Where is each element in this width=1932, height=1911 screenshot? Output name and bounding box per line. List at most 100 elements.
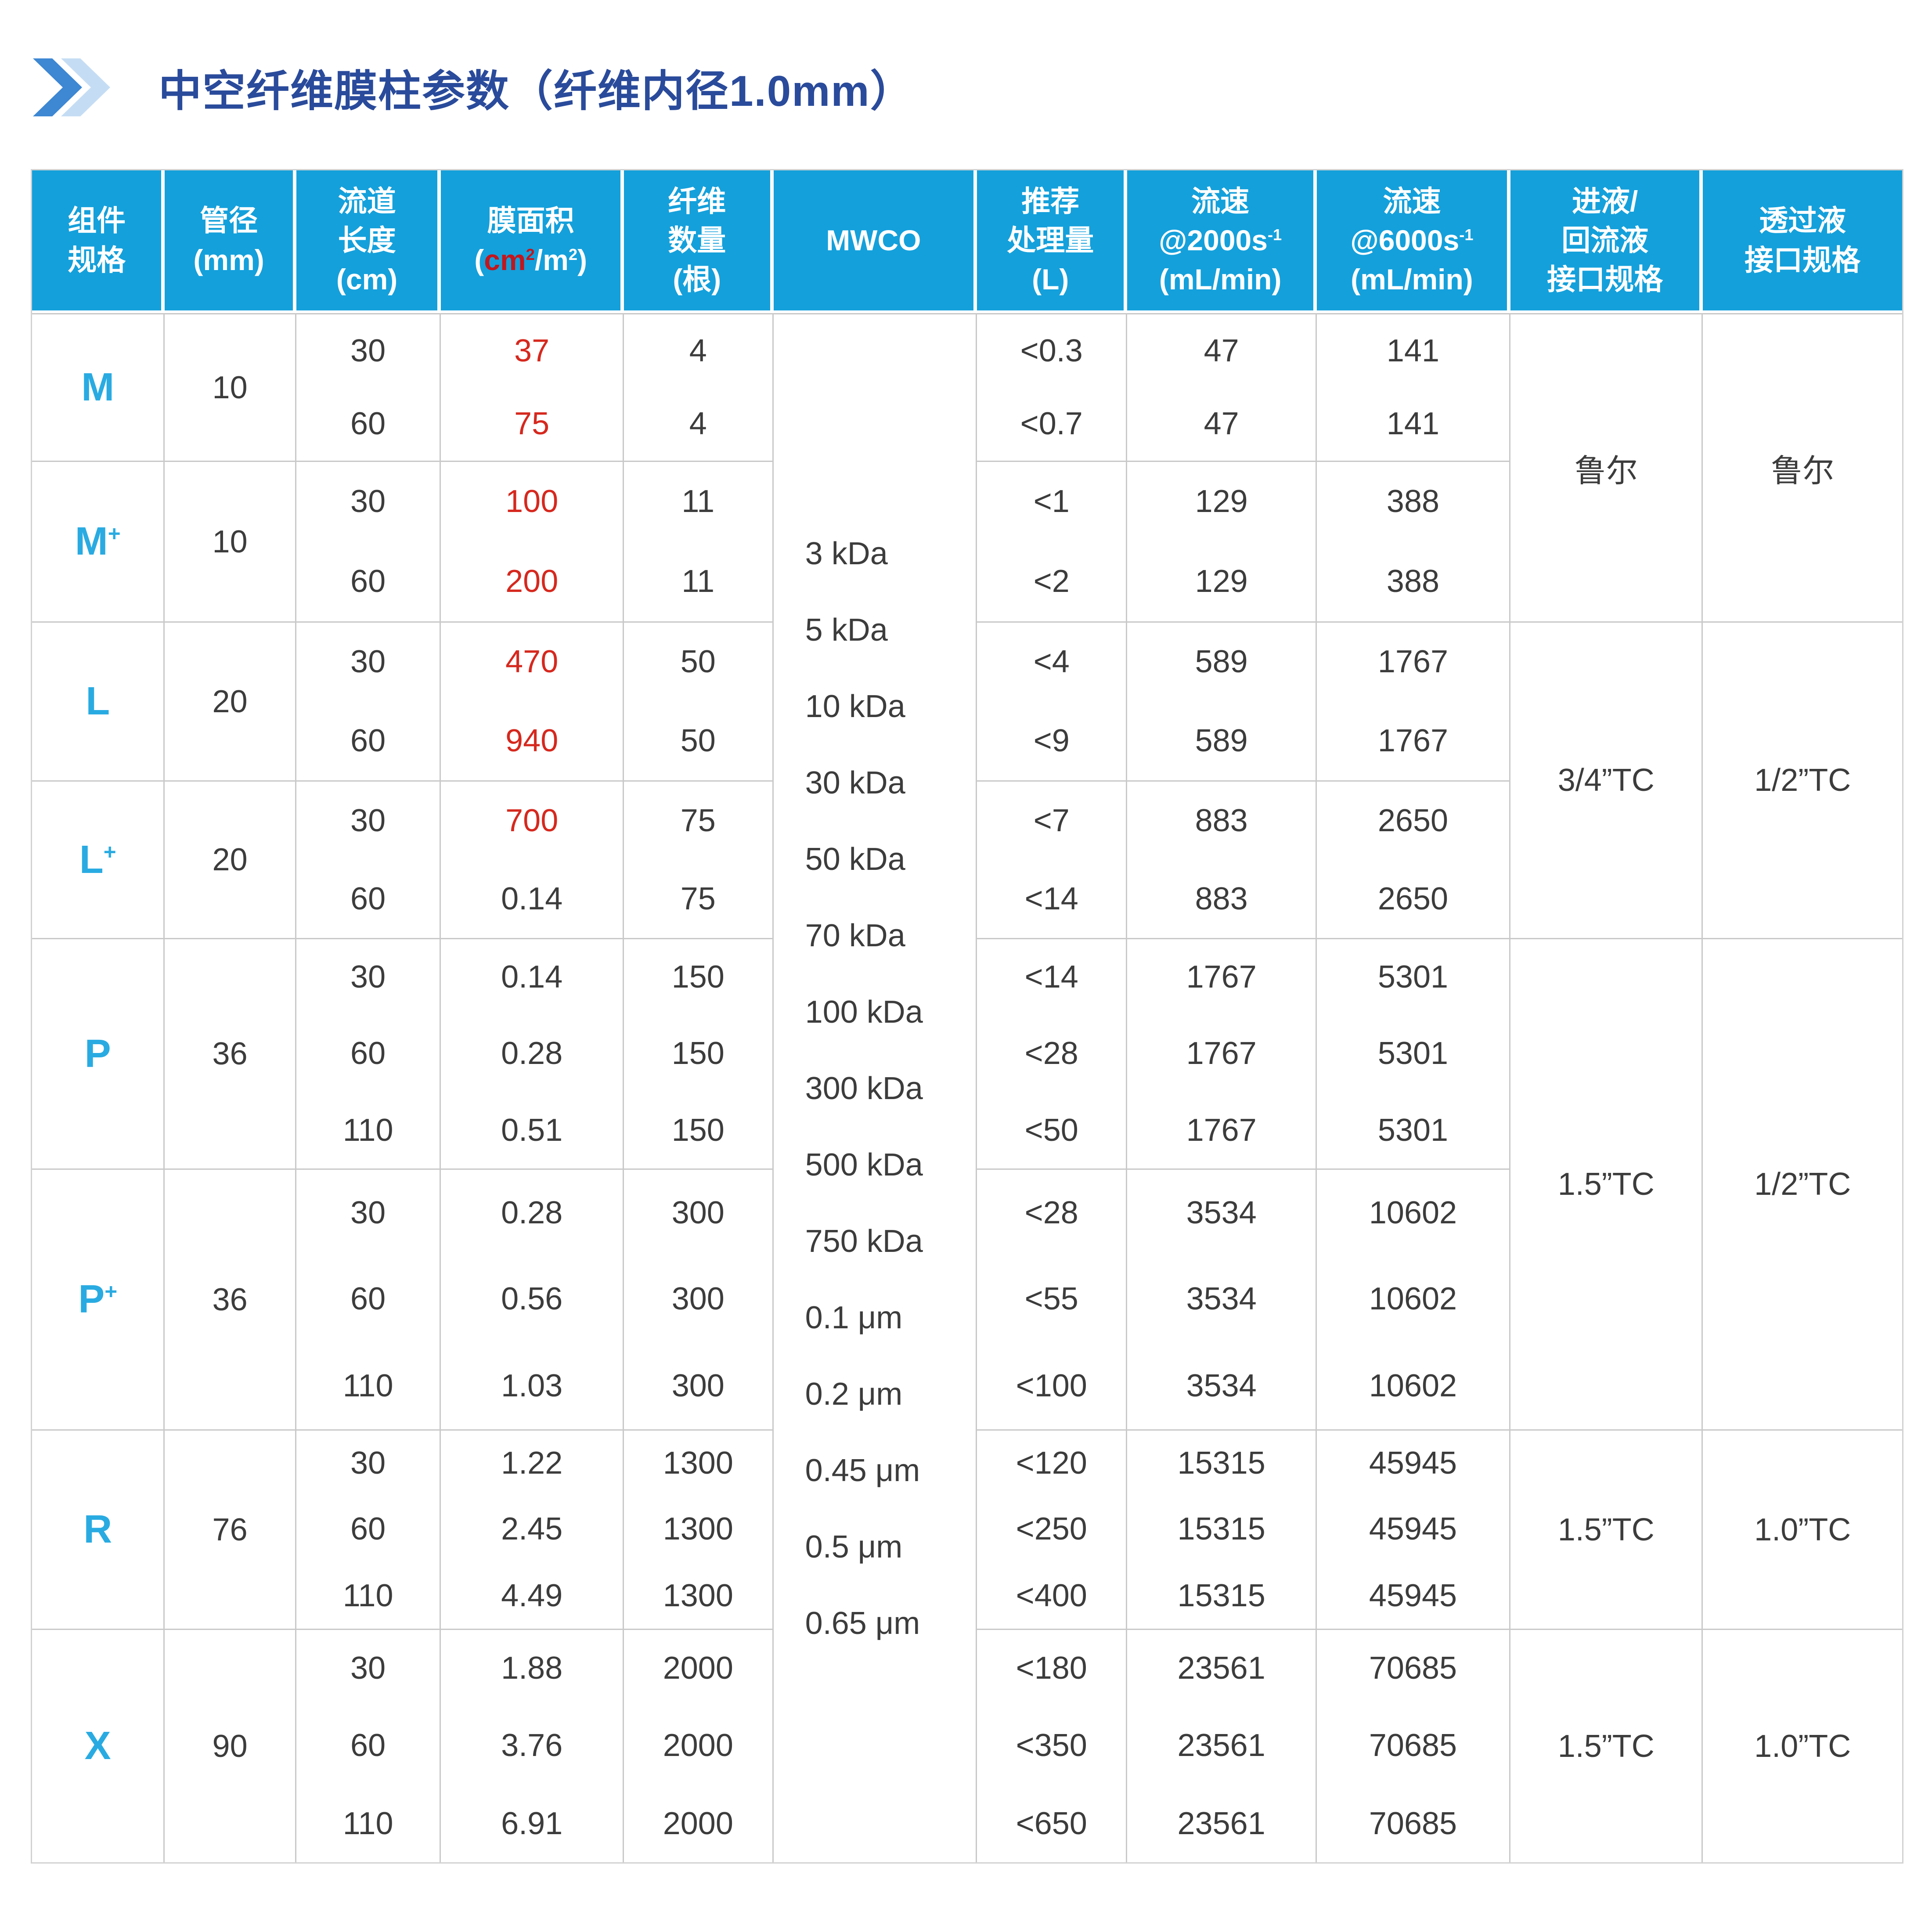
cell-channel-length: 30 — [296, 621, 441, 701]
cell-flow-6000: 388 — [1316, 541, 1511, 621]
cell-flow-6000: 2650 — [1316, 780, 1511, 859]
cell-recommended-volume: <14 — [977, 938, 1128, 1015]
cell-channel-length: 30 — [296, 1629, 441, 1706]
cell-fiber-count: 4 — [624, 313, 774, 387]
header-tube-diameter: 管径 (mm) — [165, 170, 296, 313]
cell-recommended-volume: <4 — [977, 621, 1128, 701]
cell-flow-2000: 15315 — [1127, 1496, 1317, 1562]
header-flow-6000: 流速 @6000s-1 (mL/min) — [1316, 170, 1511, 313]
mwco-value: 0.65 μm — [805, 1605, 920, 1641]
table-body: M 10 30 37 4 3 kDa 5 kDa 10 kDa 30 kDa 50 kDa 70 k… — [32, 313, 1902, 1862]
cell-membrane-area: 1.03 — [441, 1342, 624, 1429]
cell-channel-length: 60 — [296, 1496, 441, 1562]
cell-permeate-connector: 1.0”TC — [1703, 1629, 1902, 1862]
title-row: 中空纤维膜柱参数（纤维内径1.0mm） — [33, 56, 914, 119]
cell-flow-6000: 5301 — [1316, 1015, 1511, 1092]
cell-flow-6000: 70685 — [1316, 1785, 1511, 1862]
cell-membrane-area: 700 — [441, 780, 624, 859]
cell-channel-length: 30 — [296, 313, 441, 387]
cell-fiber-count: 1300 — [624, 1562, 774, 1629]
cell-membrane-area: 6.91 — [441, 1785, 624, 1862]
header-permeate-connector: 透过液 接口规格 — [1703, 170, 1902, 313]
cell-fiber-count: 300 — [624, 1255, 774, 1342]
cell-module-label: M — [32, 313, 165, 461]
cell-module-label: P — [32, 938, 165, 1168]
cell-channel-length: 30 — [296, 1429, 441, 1496]
cell-flow-2000: 1767 — [1127, 1092, 1317, 1168]
cell-fiber-count: 2000 — [624, 1785, 774, 1862]
mwco-value: 0.45 μm — [805, 1453, 920, 1488]
cell-recommended-volume: <28 — [977, 1168, 1128, 1255]
cell-recommended-volume: <28 — [977, 1015, 1128, 1092]
table-header: 组件 规格 管径 (mm) 流道 长度 (cm) 膜面积 (cm2/m2) 纤维 数量 (根) MWCO… — [32, 170, 1902, 313]
cell-flow-6000: 1767 — [1316, 701, 1511, 780]
cell-channel-length: 30 — [296, 938, 441, 1015]
cell-flow-6000: 10602 — [1316, 1255, 1511, 1342]
cell-diameter: 36 — [165, 1168, 296, 1429]
cell-recommended-volume: <0.7 — [977, 387, 1128, 461]
cell-recommended-volume: <0.3 — [977, 313, 1128, 387]
cell-permeate-connector: 1.0”TC — [1703, 1429, 1902, 1629]
spec-table-wrap: 组件 规格 管径 (mm) 流道 长度 (cm) 膜面积 (cm2/m2) 纤维 数量 (根) MWCO… — [31, 169, 1903, 1864]
header-recommended-volume: 推荐 处理量 (L) — [977, 170, 1128, 313]
cell-flow-2000: 883 — [1127, 859, 1317, 938]
mwco-value: 30 kDa — [805, 765, 905, 800]
cell-permeate-connector: 鲁尔 — [1703, 313, 1902, 621]
mwco-value: 50 kDa — [805, 841, 905, 877]
cell-recommended-volume: <7 — [977, 780, 1128, 859]
cell-channel-length: 60 — [296, 387, 441, 461]
cell-flow-6000: 45945 — [1316, 1429, 1511, 1496]
cell-diameter: 10 — [165, 313, 296, 461]
cell-diameter: 76 — [165, 1429, 296, 1629]
cell-recommended-volume: <650 — [977, 1785, 1128, 1862]
cell-flow-6000: 10602 — [1316, 1168, 1511, 1255]
cell-flow-6000: 70685 — [1316, 1706, 1511, 1785]
cell-fiber-count: 300 — [624, 1342, 774, 1429]
header-feed-connector: 进液/回流液 接口规格 — [1510, 170, 1703, 313]
cell-flow-6000: 141 — [1316, 313, 1511, 387]
cell-membrane-area: 0.14 — [441, 859, 624, 938]
cell-fiber-count: 4 — [624, 387, 774, 461]
header-module-spec: 组件 规格 — [32, 170, 165, 313]
cell-module-label: X — [32, 1629, 165, 1862]
cell-module-label: L — [32, 621, 165, 780]
cell-fiber-count: 50 — [624, 701, 774, 780]
cell-membrane-area: 0.14 — [441, 938, 624, 1015]
spec-table: 组件 规格 管径 (mm) 流道 长度 (cm) 膜面积 (cm2/m2) 纤维 数量 (根) MWCO… — [32, 170, 1902, 1862]
cell-channel-length: 60 — [296, 541, 441, 621]
cell-channel-length: 110 — [296, 1785, 441, 1862]
cell-fiber-count: 2000 — [624, 1706, 774, 1785]
mwco-value: 300 kDa — [805, 1071, 923, 1106]
cell-flow-2000: 23561 — [1127, 1629, 1317, 1706]
cell-feed-connector: 鲁尔 — [1510, 313, 1703, 621]
cell-flow-2000: 129 — [1127, 541, 1317, 621]
cell-channel-length: 60 — [296, 701, 441, 780]
cell-membrane-area: 470 — [441, 621, 624, 701]
cell-membrane-area: 4.49 — [441, 1562, 624, 1629]
cell-flow-2000: 129 — [1127, 461, 1317, 541]
cell-fiber-count: 150 — [624, 938, 774, 1015]
cell-flow-2000: 23561 — [1127, 1785, 1317, 1862]
cell-module-label: P+ — [32, 1168, 165, 1429]
cell-membrane-area: 0.51 — [441, 1092, 624, 1168]
cell-membrane-area: 0.28 — [441, 1168, 624, 1255]
cell-recommended-volume: <400 — [977, 1562, 1128, 1629]
cell-flow-2000: 1767 — [1127, 938, 1317, 1015]
cell-module-label: M+ — [32, 461, 165, 621]
mwco-value: 100 kDa — [805, 994, 923, 1030]
cell-fiber-count: 150 — [624, 1015, 774, 1092]
cell-flow-2000: 1767 — [1127, 1015, 1317, 1092]
cell-flow-6000: 45945 — [1316, 1562, 1511, 1629]
header-channel-length: 流道 长度 (cm) — [296, 170, 441, 313]
header-mwco: MWCO — [773, 170, 977, 313]
cell-recommended-volume: <2 — [977, 541, 1128, 621]
cell-flow-2000: 3534 — [1127, 1255, 1317, 1342]
mwco-values: 3 kDa 5 kDa 10 kDa 30 kDa 50 kDa 70 kDa 100 kD… — [774, 316, 976, 1861]
cell-flow-2000: 15315 — [1127, 1562, 1317, 1629]
mwco-value: 0.2 μm — [805, 1376, 903, 1412]
cell-flow-6000: 388 — [1316, 461, 1511, 541]
cell-membrane-area: 75 — [441, 387, 624, 461]
cell-flow-6000: 1767 — [1316, 621, 1511, 701]
cell-recommended-volume: <180 — [977, 1629, 1128, 1706]
cell-membrane-area: 200 — [441, 541, 624, 621]
